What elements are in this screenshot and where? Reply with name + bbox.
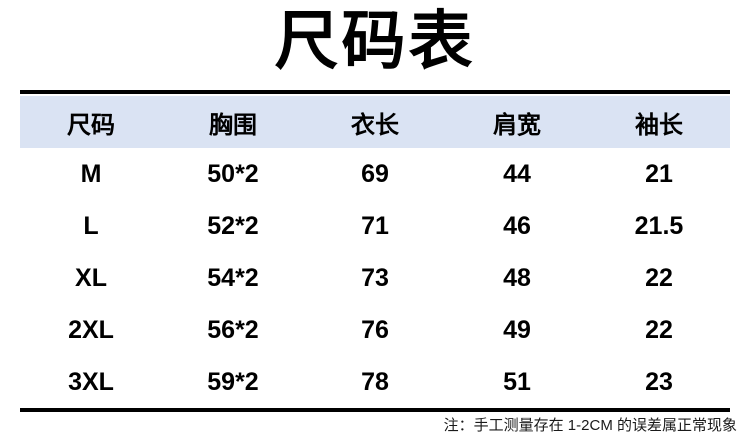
table-cell: 21: [645, 159, 673, 188]
header-cell-shoulder: 肩宽: [493, 112, 541, 139]
table-cell: L: [83, 211, 99, 240]
table-cell: 69: [361, 159, 389, 188]
table-cell: 52*2: [207, 211, 259, 240]
header-cell-sleeve: 袖长: [635, 112, 683, 139]
table-cell: 73: [361, 263, 389, 292]
table-cell: 76: [361, 315, 389, 344]
table-cell: 78: [361, 367, 389, 396]
table-row: M 50*2 69 44 21: [20, 148, 730, 200]
table-cell: 56*2: [207, 315, 259, 344]
table-cell: M: [80, 159, 102, 188]
table-top-border: [20, 90, 730, 94]
table-cell: XL: [75, 263, 107, 292]
table-row: 2XL 56*2 76 49 22: [20, 304, 730, 356]
table-cell: 2XL: [68, 315, 114, 344]
page-title: 尺码表: [274, 6, 476, 77]
table-cell: 46: [503, 211, 531, 240]
header-cell-length: 衣长: [351, 112, 399, 139]
table-cell: 54*2: [207, 263, 259, 292]
size-table: 尺码 胸围 衣长 肩宽 袖长 M 50*2 69 44 21 L 52*2 71…: [20, 90, 730, 412]
measurement-note: 注：手工测量存在 1-2CM 的误差属正常现象: [443, 417, 737, 434]
table-cell: 3XL: [68, 367, 114, 396]
table-bottom-border: [20, 408, 730, 412]
table-cell: 50*2: [207, 159, 259, 188]
table-cell: 21.5: [634, 211, 684, 240]
table-cell: 59*2: [207, 367, 259, 396]
table-cell: 22: [645, 263, 673, 292]
table-row: L 52*2 71 46 21.5: [20, 200, 730, 252]
table-cell: 48: [503, 263, 531, 292]
table-header-row: 尺码 胸围 衣长 肩宽 袖长: [20, 96, 730, 148]
table-cell: 71: [361, 211, 389, 240]
table-cell: 44: [503, 159, 531, 188]
table-row: 3XL 59*2 78 51 23: [20, 356, 730, 408]
header-cell-size: 尺码: [67, 112, 115, 139]
table-row: XL 54*2 73 48 22: [20, 252, 730, 304]
table-cell: 51: [503, 367, 531, 396]
table-cell: 23: [645, 367, 673, 396]
table-cell: 49: [503, 315, 531, 344]
header-cell-chest: 胸围: [209, 112, 257, 139]
table-cell: 22: [645, 315, 673, 344]
